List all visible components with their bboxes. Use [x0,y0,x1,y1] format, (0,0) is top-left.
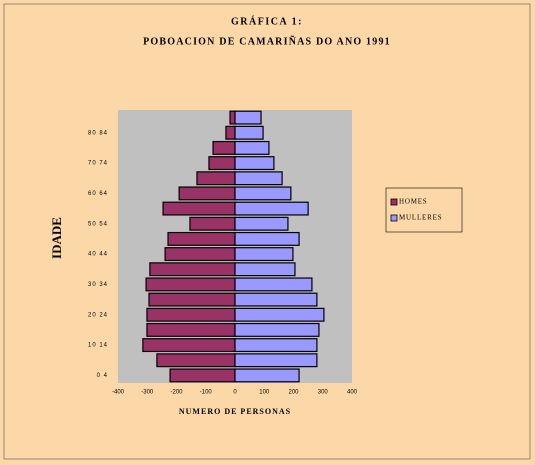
bar [234,171,283,186]
bar [234,201,309,216]
bar [234,338,318,353]
bar [234,140,270,155]
legend-box [385,187,463,233]
bar [142,338,236,353]
y-tick-label: 20 24 [88,312,108,318]
legend-swatch [390,214,398,222]
bar [167,231,236,246]
x-tick-label: -200 [170,390,183,396]
x-tick-label: 200 [288,390,299,396]
y-axis-label: IDADE [49,217,64,259]
bar [146,322,236,337]
bar [162,201,236,216]
plot-area [118,110,352,383]
x-tick-label: 0 [233,390,237,396]
y-tick-label: 10 14 [88,343,108,349]
y-tick-label: 70 74 [88,161,108,167]
y-tick-label: 30 34 [88,282,108,288]
y-tick-label: 60 64 [88,191,108,197]
bar [234,322,320,337]
bar [149,262,236,277]
bar [208,156,236,171]
bar [234,110,262,125]
x-tick-label: 300 [318,390,329,396]
bar [234,186,292,201]
bar [234,307,325,322]
bar [234,156,275,171]
bar [234,353,318,368]
bar [145,277,236,292]
frame [3,3,531,460]
bar [234,368,300,383]
legend-swatch [390,198,398,206]
bar [189,216,236,231]
bar [148,292,236,307]
bar [234,231,300,246]
bar [234,247,294,262]
bar [178,186,236,201]
x-tick-label: -300 [141,390,154,396]
bar [156,353,236,368]
x-axis-label: NUMERO DE PERSONAS [179,407,291,416]
y-tick-label: 80 84 [88,130,108,136]
bar [169,368,236,383]
bar [212,140,236,155]
x-tick-label: 100 [259,390,270,396]
bar [229,110,236,125]
bar [234,125,264,140]
bar [234,277,313,292]
bar [234,216,289,231]
bar [234,292,318,307]
x-tick-label: 400 [347,390,358,396]
y-tick-label: 0 4 [97,373,108,379]
chart-subtitle: POBOACION DE CAMARIÑAS DO ANO 1991 [143,35,391,47]
y-tick-label: 50 54 [88,221,108,227]
chart-title: GRÁFICA 1: [231,15,303,27]
x-tick-label: -400 [112,390,125,396]
bar [225,125,236,140]
bar [234,262,296,277]
x-tick-label: -100 [200,390,213,396]
bar [196,171,236,186]
legend-label: HOMES [399,198,428,206]
bar [164,247,236,262]
y-tick-label: 40 44 [88,252,108,258]
legend-label: MULLERES [399,214,442,222]
bar [146,307,236,322]
